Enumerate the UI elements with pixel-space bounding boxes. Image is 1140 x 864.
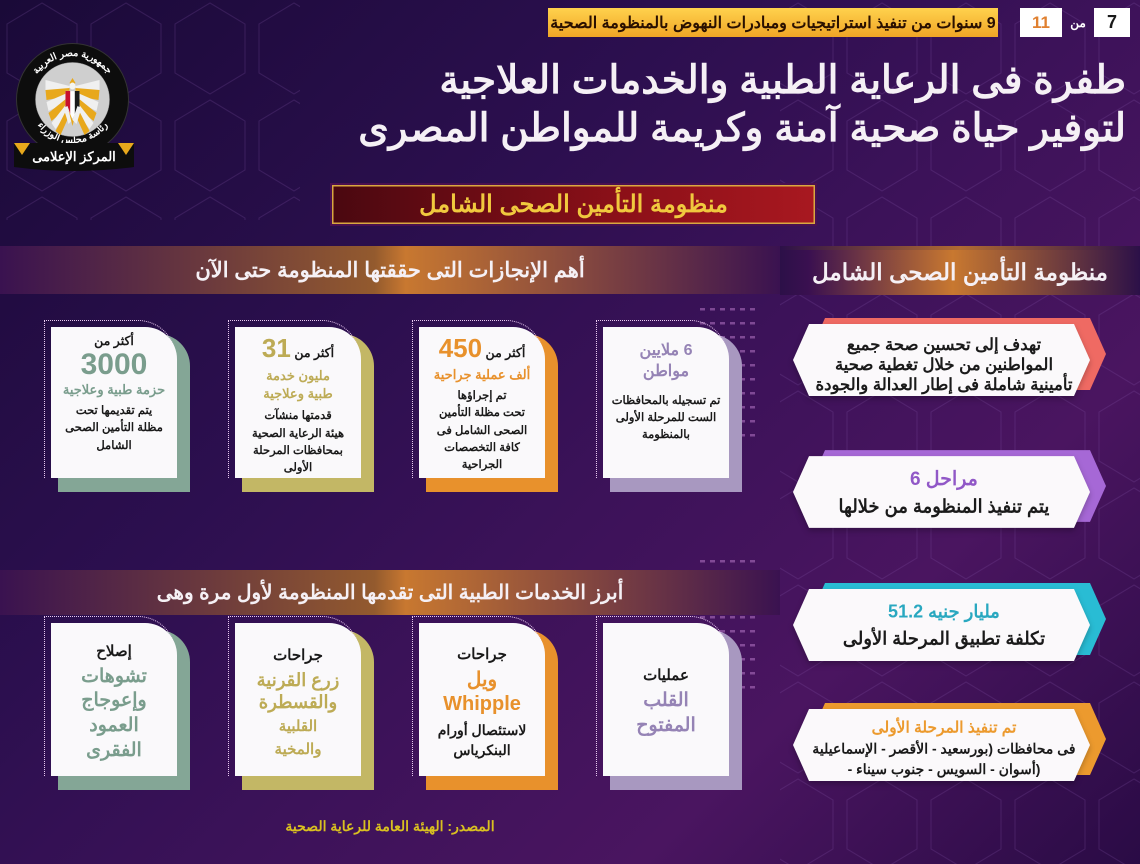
svg-text:المركز الإعلامى: المركز الإعلامى: [32, 149, 116, 165]
svg-text:51.2 مليار جنيه: 51.2 مليار جنيه: [888, 601, 1000, 622]
svg-text:المواطنين من خلال تغطية صحية: المواطنين من خلال تغطية صحية: [835, 356, 1053, 375]
svg-text:يتم تنفيذ المنظومة من خلالها: يتم تنفيذ المنظومة من خلالها: [839, 495, 1050, 517]
svg-text:- أسوان - السويس - جنوب سيناء): - أسوان - السويس - جنوب سيناء): [848, 759, 1041, 778]
svg-text:تهدف إلى تحسين صحة جميع: تهدف إلى تحسين صحة جميع: [847, 336, 1042, 355]
svg-text:تم تنفيذ المرحلة الأولى: تم تنفيذ المرحلة الأولى: [872, 716, 1018, 737]
svg-text:تكلفة تطبيق المرحلة الأولى: تكلفة تطبيق المرحلة الأولى: [843, 627, 1045, 650]
svg-text:6 مراحل: 6 مراحل: [910, 468, 978, 491]
svg-text:فى محافظات (بورسعيد - الأقصر -: فى محافظات (بورسعيد - الأقصر - الإسماعيل…: [812, 740, 1075, 759]
